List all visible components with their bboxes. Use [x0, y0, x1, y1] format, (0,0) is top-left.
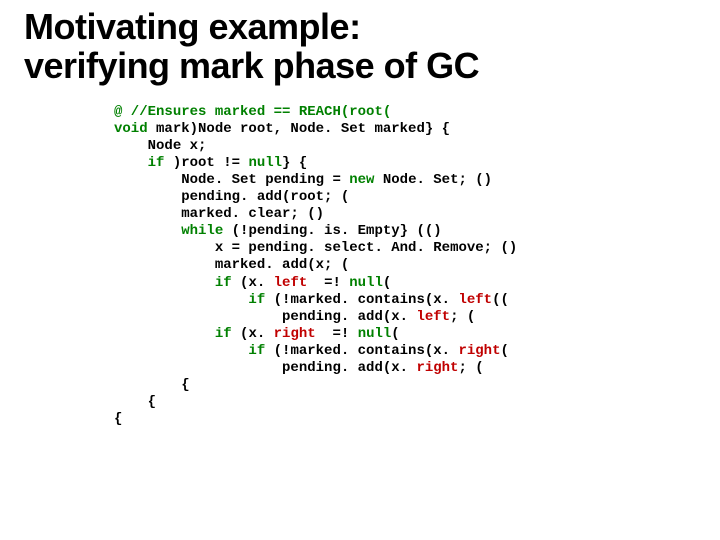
code-token: //Ensures marked == REACH(root(	[122, 104, 391, 120]
code-token: null	[358, 326, 392, 342]
code-line: x = pending. select. And. Remove; ()	[114, 240, 696, 257]
code-token: } {	[282, 155, 307, 171]
code-token: ; (	[458, 360, 483, 376]
code-line: if (!marked. contains(x. right(	[114, 343, 696, 360]
code-token: {	[114, 411, 122, 427]
code-token: marked. clear; ()	[181, 206, 324, 222]
code-token: =!	[307, 275, 349, 291]
code-token: (!marked. contains(x.	[265, 343, 458, 359]
code-token: (	[383, 275, 391, 291]
code-token: (x.	[232, 275, 274, 291]
code-token: )root !=	[164, 155, 248, 171]
code-line: Node x;	[114, 138, 696, 155]
code-token: if	[215, 275, 232, 291]
code-line: marked. add(x; (	[114, 257, 696, 274]
code-line: Node. Set pending = new Node. Set; ()	[114, 172, 696, 189]
code-token: (	[391, 326, 399, 342]
code-token: if	[248, 343, 265, 359]
code-line: pending. add(x. left; (	[114, 309, 696, 326]
code-line: void mark)Node root, Node. Set marked} {	[114, 121, 696, 138]
code-token: null	[349, 275, 383, 291]
code-token: =!	[316, 326, 358, 342]
code-token: if	[148, 155, 165, 171]
code-token: if	[248, 292, 265, 308]
code-token: (!marked. contains(x.	[265, 292, 458, 308]
slide: Motivating example: verifying mark phase…	[0, 0, 720, 540]
code-token: right	[274, 326, 316, 342]
code-line: pending. add(x. right; (	[114, 360, 696, 377]
title-line-1: Motivating example:	[24, 6, 361, 47]
code-line: {	[114, 411, 696, 428]
code-token: (	[500, 343, 508, 359]
code-token: {	[148, 394, 156, 410]
code-token: mark)Node root, Node. Set marked} {	[148, 121, 450, 137]
code-token: Node x;	[148, 138, 207, 154]
code-block: @ //Ensures marked == REACH(root(void ma…	[114, 104, 696, 428]
code-token: ; (	[450, 309, 475, 325]
code-token: right	[458, 343, 500, 359]
code-token: pending. add(root; (	[181, 189, 349, 205]
code-line: {	[114, 377, 696, 394]
code-token: void	[114, 121, 148, 137]
code-token: x = pending. select. And. Remove; ()	[215, 240, 517, 256]
title-line-2: verifying mark phase of GC	[24, 45, 479, 86]
code-line: @ //Ensures marked == REACH(root(	[114, 104, 696, 121]
code-line: if (x. left =! null(	[114, 275, 696, 292]
code-token: null	[248, 155, 282, 171]
code-line: if )root != null} {	[114, 155, 696, 172]
code-token: right	[416, 360, 458, 376]
code-line: while (!pending. is. Empty} (()	[114, 223, 696, 240]
code-token: Node. Set; ()	[374, 172, 492, 188]
code-token: marked. add(x; (	[215, 257, 349, 273]
code-token: Node. Set pending =	[181, 172, 349, 188]
code-token: while	[181, 223, 223, 239]
code-token: new	[349, 172, 374, 188]
code-line: if (!marked. contains(x. left((	[114, 292, 696, 309]
code-token: pending. add(x.	[282, 309, 416, 325]
code-token: pending. add(x.	[282, 360, 416, 376]
code-line: if (x. right =! null(	[114, 326, 696, 343]
code-token: left	[416, 309, 450, 325]
code-token: {	[181, 377, 189, 393]
code-token: if	[215, 326, 232, 342]
code-token: (!pending. is. Empty} (()	[223, 223, 441, 239]
code-line: pending. add(root; (	[114, 189, 696, 206]
code-line: {	[114, 394, 696, 411]
code-token: (x.	[232, 326, 274, 342]
code-token: left	[458, 292, 492, 308]
slide-title: Motivating example: verifying mark phase…	[24, 8, 696, 86]
code-token: ((	[492, 292, 509, 308]
code-token: left	[274, 275, 308, 291]
code-line: marked. clear; ()	[114, 206, 696, 223]
